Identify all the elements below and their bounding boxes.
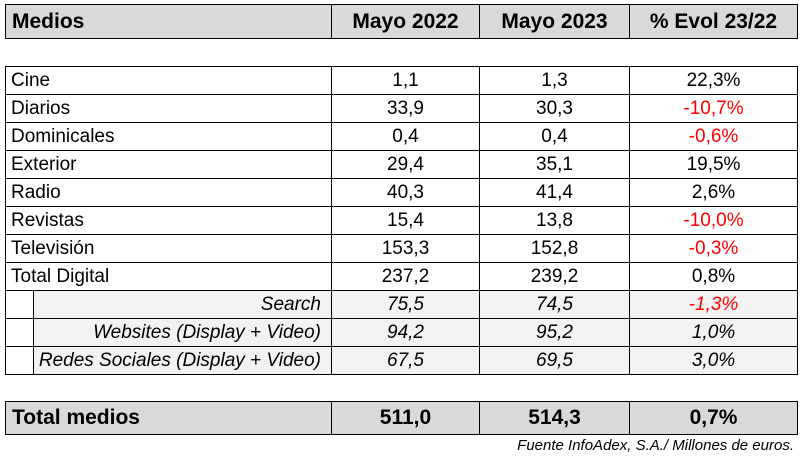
row-evol: 22,3% xyxy=(629,66,798,95)
row-evol: -0,3% xyxy=(629,234,798,263)
sub-row-evol: -1,3% xyxy=(629,290,798,319)
row-value-2023: 35,1 xyxy=(479,150,630,179)
sub-row-label: Search xyxy=(260,293,321,315)
sub-row-value-2022: 94,2 xyxy=(331,318,480,347)
header-row: Medios Mayo 2022 Mayo 2023 % Evol 23/22 xyxy=(5,4,798,39)
sub-row-label-cell: Search xyxy=(5,290,332,319)
total-row: Total medios 511,0 514,3 0,7% xyxy=(5,401,798,435)
sub-row: Search 75,5 74,5 -1,3% xyxy=(5,290,798,319)
table-row: Total Digital 237,2 239,2 0,8% xyxy=(5,262,798,291)
row-evol: -10,7% xyxy=(629,94,798,123)
row-value-2022: 0,4 xyxy=(331,122,480,151)
table-row: Dominicales 0,4 0,4 -0,6% xyxy=(5,122,798,151)
sub-row: Redes Sociales (Display + Video) 67,5 69,5… xyxy=(5,346,798,375)
row-value-2022: 15,4 xyxy=(331,206,480,235)
sub-row-value-2023: 74,5 xyxy=(479,290,630,319)
table-row: Diarios 33,9 30,3 -10,7% xyxy=(5,94,798,123)
table-row: Televisión 153,3 152,8 -0,3% xyxy=(5,234,798,263)
table-row: Revistas 15,4 13,8 -10,0% xyxy=(5,206,798,235)
row-label: Total Digital xyxy=(5,262,332,291)
sub-row-indent xyxy=(6,291,34,318)
row-label: Cine xyxy=(5,66,332,95)
row-evol: 19,5% xyxy=(629,150,798,179)
table-row: Exterior 29,4 35,1 19,5% xyxy=(5,150,798,179)
row-value-2022: 29,4 xyxy=(331,150,480,179)
table-row: Radio 40,3 41,4 2,6% xyxy=(5,178,798,207)
sub-row: Websites (Display + Video) 94,2 95,2 1,0% xyxy=(5,318,798,347)
sub-row-value-2023: 69,5 xyxy=(479,346,630,375)
row-evol: 2,6% xyxy=(629,178,798,207)
header-mayo-2023: Mayo 2023 xyxy=(479,4,630,39)
total-label: Total medios xyxy=(5,401,332,435)
total-2022: 511,0 xyxy=(331,401,480,435)
header-mayo-2022: Mayo 2022 xyxy=(331,4,480,39)
sub-row-label-cell: Websites (Display + Video) xyxy=(5,318,332,347)
row-value-2022: 237,2 xyxy=(331,262,480,291)
row-value-2023: 41,4 xyxy=(479,178,630,207)
total-evol: 0,7% xyxy=(629,401,798,435)
total-2023: 514,3 xyxy=(479,401,630,435)
row-value-2022: 153,3 xyxy=(331,234,480,263)
header-medios: Medios xyxy=(5,4,332,39)
row-label: Diarios xyxy=(5,94,332,123)
header-table: Medios Mayo 2022 Mayo 2023 % Evol 23/22 xyxy=(5,4,798,39)
row-value-2022: 40,3 xyxy=(331,178,480,207)
row-label: Dominicales xyxy=(5,122,332,151)
row-label: Televisión xyxy=(5,234,332,263)
sub-row-label: Websites (Display + Video) xyxy=(93,321,321,343)
row-value-2022: 33,9 xyxy=(331,94,480,123)
row-value-2022: 1,1 xyxy=(331,66,480,95)
row-label: Revistas xyxy=(5,206,332,235)
row-value-2023: 13,8 xyxy=(479,206,630,235)
row-evol: -0,6% xyxy=(629,122,798,151)
row-value-2023: 30,3 xyxy=(479,94,630,123)
sub-row-evol: 3,0% xyxy=(629,346,798,375)
row-evol: 0,8% xyxy=(629,262,798,291)
total-table: Total medios 511,0 514,3 0,7% xyxy=(5,401,798,435)
source-note: Fuente InfoAdex, S.A./ Millones de euros… xyxy=(517,437,794,454)
row-value-2023: 239,2 xyxy=(479,262,630,291)
header-evol: % Evol 23/22 xyxy=(629,4,798,39)
sub-row-label-cell: Redes Sociales (Display + Video) xyxy=(5,346,332,375)
row-label: Radio xyxy=(5,178,332,207)
row-label: Exterior xyxy=(5,150,332,179)
sub-row-value-2023: 95,2 xyxy=(479,318,630,347)
row-evol: -10,0% xyxy=(629,206,798,235)
row-value-2023: 152,8 xyxy=(479,234,630,263)
sub-row-label: Redes Sociales (Display + Video) xyxy=(38,349,321,371)
table-row: Cine 1,1 1,3 22,3% xyxy=(5,66,798,95)
sub-row-indent xyxy=(6,319,34,346)
sub-row-indent xyxy=(6,347,34,374)
sub-row-evol: 1,0% xyxy=(629,318,798,347)
row-value-2023: 0,4 xyxy=(479,122,630,151)
media-table: Cine 1,1 1,3 22,3% Diarios 33,9 30,3 -10,7% Domi… xyxy=(5,66,798,375)
sub-row-value-2022: 67,5 xyxy=(331,346,480,375)
sub-row-value-2022: 75,5 xyxy=(331,290,480,319)
row-value-2023: 1,3 xyxy=(479,66,630,95)
